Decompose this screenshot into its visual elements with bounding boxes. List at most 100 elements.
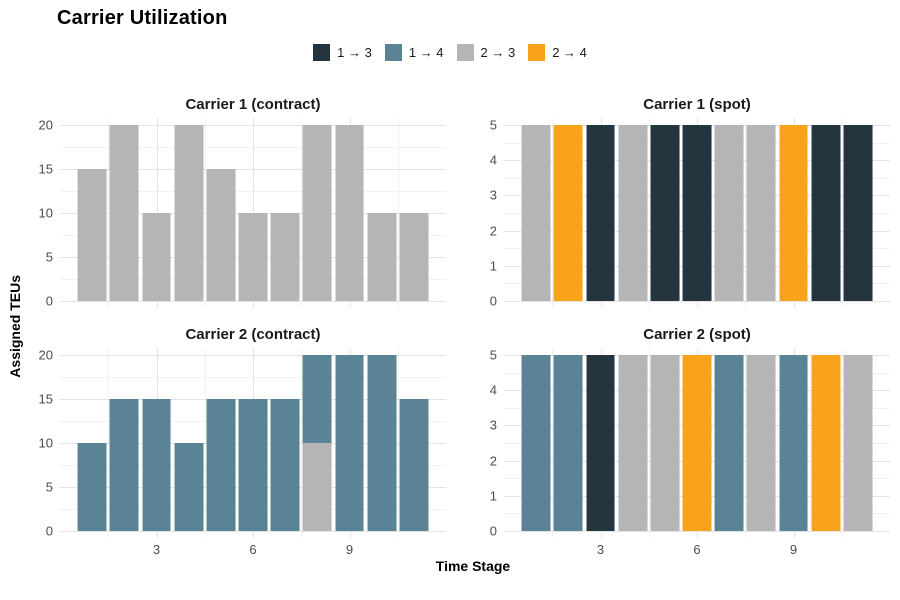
bar-stage-3 [586, 125, 615, 301]
x-tick-label: 3 [152, 542, 161, 557]
bar-stage-8 [302, 125, 332, 301]
bar-stage-9 [335, 355, 364, 531]
bar-stage-5 [650, 355, 680, 531]
bar-stage-7 [270, 213, 300, 301]
facet-title: Carrier 1 (contract) [185, 96, 321, 113]
bar-segment-1-3 [811, 125, 841, 301]
bar-stage-3 [586, 355, 615, 531]
bar-stage-10 [811, 125, 841, 301]
gridline-y-major [504, 531, 890, 532]
y-tick-label: 3 [489, 417, 497, 433]
y-tick-label: 5 [45, 479, 53, 495]
facet-body: 0 1 2 3 4 5 [470, 117, 890, 309]
bar-stage-10 [367, 355, 397, 531]
bar-segment-2-3 [335, 125, 364, 301]
bar-stage-2 [109, 399, 139, 531]
bar-segment-1-4 [302, 355, 332, 443]
x-axis-ticks [504, 308, 890, 322]
bar-segment-1-4 [206, 399, 236, 531]
bar-segment-2-3 [399, 213, 429, 301]
gridline-y-major [504, 301, 890, 302]
y-tick-label: 5 [489, 347, 497, 363]
bar-stage-9 [779, 125, 808, 301]
x-axis-title: Time Stage [435, 558, 511, 574]
legend-item-1-3: 1 → 3 [313, 43, 372, 61]
facet-body: 0 5 10 15 20 [26, 348, 446, 539]
bar-stage-6 [238, 399, 268, 531]
y-tick-label: 5 [489, 117, 497, 133]
bar-segment-2-3 [238, 213, 268, 301]
plot-inner [60, 125, 446, 302]
bar-segment-1-4 [77, 443, 107, 531]
y-tick-label: 10 [38, 205, 53, 221]
bar-segment-1-4 [238, 399, 268, 531]
y-tick-label: 0 [45, 293, 53, 309]
bar-stage-7 [714, 355, 744, 531]
legend-swatch [313, 43, 331, 61]
legend-item-label: 1 → 3 [337, 44, 372, 60]
bar-stage-11 [843, 355, 873, 531]
y-axis-ticks: 0 1 2 3 4 5 [470, 117, 504, 309]
bar-stage-9 [779, 355, 808, 531]
bar-stage-1 [521, 355, 551, 531]
bar-segment-1-4 [521, 355, 551, 531]
bar-segment-1-4 [270, 399, 300, 531]
plot-area [60, 118, 446, 308]
y-axis-ticks: 0 5 10 15 20 [26, 117, 60, 309]
gridline-y-major [60, 531, 446, 532]
facet-body: 0 1 2 3 4 5 [470, 347, 890, 539]
plot-inner [504, 355, 890, 532]
legend-item-label: 2 → 3 [480, 44, 516, 60]
legend-swatch [528, 43, 546, 61]
facet-panel-carrier-1-spot: Carrier 1 (spot) 0 1 2 3 4 5 [470, 92, 890, 322]
bar-stage-8 [746, 355, 776, 531]
bar-stage-8 [746, 125, 776, 301]
bar-segment-1-3 [650, 125, 680, 301]
gridline-y-major [60, 125, 446, 126]
bar-segment-2-4 [811, 355, 841, 531]
y-tick-label: 10 [38, 435, 53, 451]
bar-segment-2-3 [77, 169, 107, 301]
y-tick-label: 4 [489, 382, 497, 398]
bar-stage-1 [77, 443, 107, 531]
bar-segment-2-3 [367, 213, 397, 301]
y-axis-title-container: Assigned TEUs [4, 92, 26, 560]
facet-panel-carrier-1-contract: Carrier 1 (contract) 0 5 10 15 20 [26, 92, 446, 322]
legend-item-1-4: 1 → 4 [384, 43, 444, 61]
bar-segment-1-3 [586, 355, 615, 531]
bar-segment-2-4 [779, 125, 808, 301]
plot-area [504, 348, 890, 538]
plot-area [60, 348, 446, 538]
bar-segment-2-3 [270, 213, 300, 301]
y-axis-title: Assigned TEUs [7, 274, 23, 378]
y-tick-label: 20 [38, 117, 53, 133]
bar-stage-2 [553, 125, 583, 301]
legend-swatch [456, 43, 474, 61]
bar-stage-11 [843, 125, 873, 301]
facet-body: 0 5 10 15 20 [26, 117, 446, 309]
bar-segment-1-4 [714, 355, 744, 531]
facet-title: Carrier 2 (spot) [643, 326, 751, 343]
x-tick-label: 6 [693, 542, 701, 557]
bar-stage-1 [521, 125, 551, 301]
gridline-y-major [60, 355, 446, 356]
bar-stage-11 [399, 213, 429, 301]
bar-segment-2-3 [618, 125, 648, 301]
facet-panel-carrier-2-spot: Carrier 2 (spot) 0 1 2 3 4 5 3 6 9 [470, 322, 890, 560]
bar-stage-6 [682, 355, 712, 531]
facet-title: Carrier 1 (spot) [643, 96, 751, 113]
bar-segment-1-4 [174, 443, 204, 531]
y-tick-label: 0 [45, 523, 53, 539]
bar-stage-10 [811, 355, 841, 531]
bar-segment-2-3 [746, 355, 776, 531]
bar-segment-1-4 [399, 399, 429, 531]
legend-swatch [384, 43, 402, 61]
plot-area [504, 118, 890, 308]
bar-stage-3 [142, 213, 171, 301]
facet-grid: Carrier 1 (contract) 0 5 10 15 20 Carrier 1 (s… [26, 92, 890, 560]
bar-segment-1-4 [109, 399, 139, 531]
legend-item-2-4: 2 → 4 [528, 43, 587, 61]
bar-stage-4 [174, 443, 204, 531]
bar-segment-2-3 [142, 213, 171, 301]
bar-segment-2-3 [746, 125, 776, 301]
